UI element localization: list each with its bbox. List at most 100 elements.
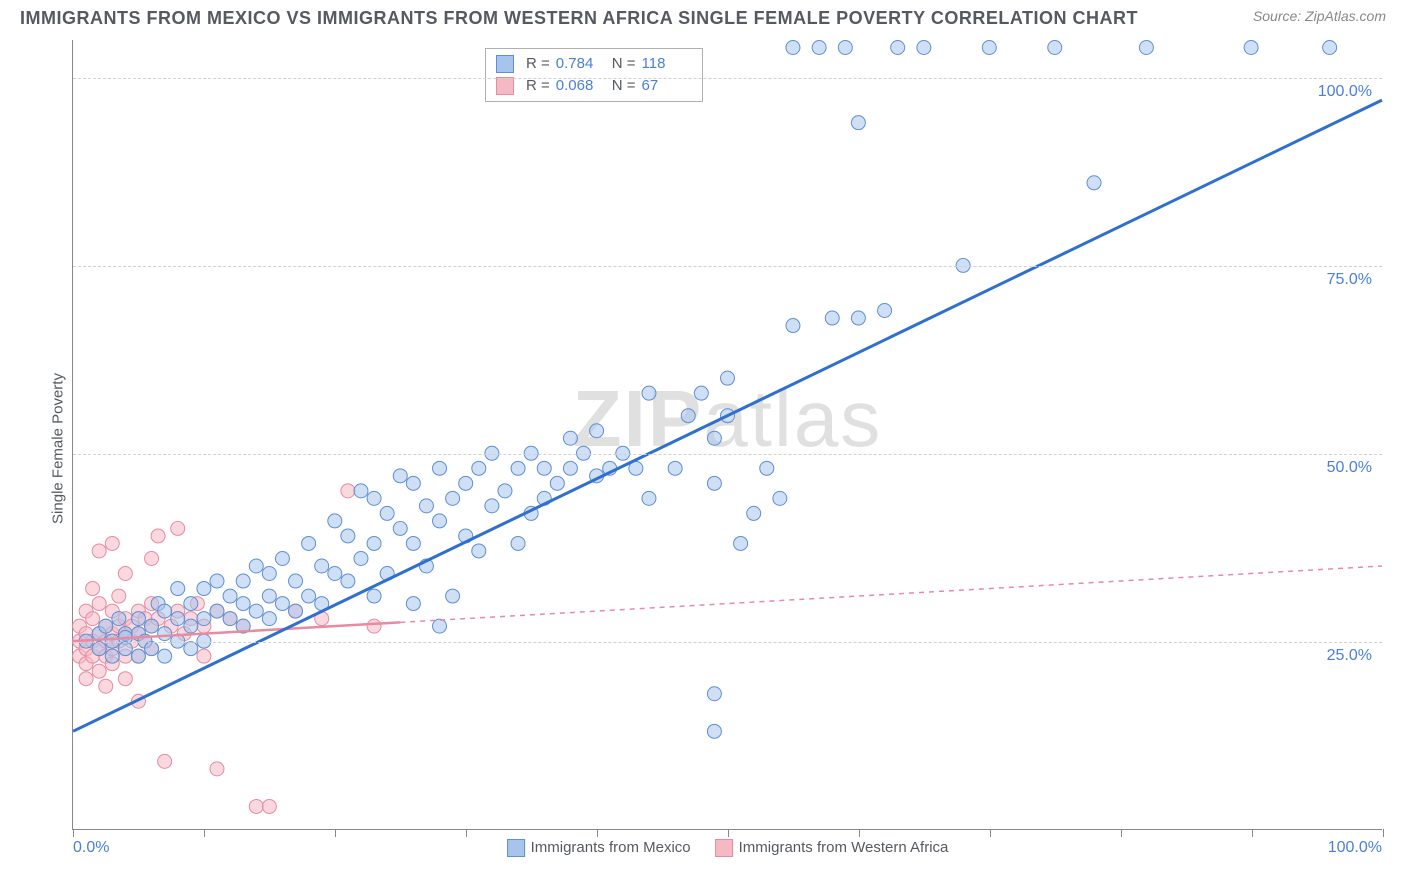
data-point	[982, 41, 996, 55]
data-point	[760, 461, 774, 475]
x-tick	[990, 829, 991, 837]
data-point	[158, 627, 172, 641]
legend-item-wafrica: Immigrants from Western Africa	[715, 839, 949, 857]
data-point	[118, 567, 132, 581]
data-point	[341, 484, 355, 498]
data-point	[328, 514, 342, 528]
data-point	[158, 649, 172, 663]
data-point	[721, 371, 735, 385]
trend-line	[73, 100, 1382, 731]
legend-label-mexico: Immigrants from Mexico	[531, 839, 691, 856]
y-tick-label: 75.0%	[1327, 271, 1372, 289]
scatter-plot-svg	[73, 40, 1382, 829]
data-point	[825, 311, 839, 325]
source-attribution: Source: ZipAtlas.com	[1253, 8, 1386, 24]
gridline	[73, 78, 1382, 79]
data-point	[302, 589, 316, 603]
legend-item-mexico: Immigrants from Mexico	[507, 839, 691, 857]
data-point	[171, 612, 185, 626]
data-point	[341, 529, 355, 543]
data-point	[92, 642, 106, 656]
swatch-wafrica	[496, 77, 514, 95]
data-point	[459, 476, 473, 490]
trend-line	[400, 566, 1382, 622]
data-point	[446, 589, 460, 603]
data-point	[707, 687, 721, 701]
data-point	[262, 799, 276, 813]
data-point	[472, 544, 486, 558]
data-point	[184, 597, 198, 611]
data-point	[171, 521, 185, 535]
y-tick-label: 25.0%	[1327, 647, 1372, 665]
data-point	[838, 41, 852, 55]
data-point	[1048, 41, 1062, 55]
data-point	[210, 762, 224, 776]
data-point	[118, 672, 132, 686]
data-point	[406, 476, 420, 490]
data-point	[668, 461, 682, 475]
legend-row-mexico: R =0.784 N =118	[496, 53, 692, 75]
data-point	[812, 41, 826, 55]
data-point	[681, 409, 695, 423]
data-point	[92, 597, 106, 611]
data-point	[184, 642, 198, 656]
r-value-mexico: 0.784	[556, 53, 606, 75]
gridline	[73, 642, 1382, 643]
data-point	[86, 612, 100, 626]
data-point	[537, 461, 551, 475]
data-point	[105, 536, 119, 550]
gridline	[73, 266, 1382, 267]
chart-container: Single Female Poverty ZIPatlas R =0.784 …	[50, 40, 1390, 840]
data-point	[367, 536, 381, 550]
data-point	[1323, 41, 1337, 55]
data-point	[446, 491, 460, 505]
data-point	[197, 582, 211, 596]
data-point	[1087, 176, 1101, 190]
data-point	[92, 544, 106, 558]
y-tick-label: 50.0%	[1327, 459, 1372, 477]
legend-label-wafrica: Immigrants from Western Africa	[739, 839, 949, 856]
data-point	[236, 597, 250, 611]
x-tick	[1383, 829, 1384, 837]
data-point	[393, 521, 407, 535]
data-point	[786, 41, 800, 55]
data-point	[354, 484, 368, 498]
data-point	[158, 604, 172, 618]
data-point	[433, 514, 447, 528]
data-point	[550, 476, 564, 490]
y-tick-label: 100.0%	[1318, 83, 1372, 101]
data-point	[642, 386, 656, 400]
data-point	[786, 319, 800, 333]
y-axis-label: Single Female Poverty	[50, 373, 67, 524]
swatch-mexico	[496, 55, 514, 73]
data-point	[354, 551, 368, 565]
data-point	[262, 612, 276, 626]
swatch-mexico-bottom	[507, 839, 525, 857]
data-point	[341, 574, 355, 588]
data-point	[145, 551, 159, 565]
x-tick	[859, 829, 860, 837]
n-value-mexico: 118	[642, 53, 692, 75]
data-point	[472, 461, 486, 475]
data-point	[367, 589, 381, 603]
data-point	[223, 612, 237, 626]
data-point	[498, 484, 512, 498]
data-point	[511, 536, 525, 550]
data-point	[367, 619, 381, 633]
data-point	[917, 41, 931, 55]
data-point	[275, 597, 289, 611]
data-point	[112, 612, 126, 626]
data-point	[210, 604, 224, 618]
data-point	[236, 574, 250, 588]
data-point	[145, 619, 159, 633]
data-point	[734, 536, 748, 550]
x-tick	[1121, 829, 1122, 837]
data-point	[367, 491, 381, 505]
swatch-wafrica-bottom	[715, 839, 733, 857]
data-point	[315, 559, 329, 573]
data-point	[393, 469, 407, 483]
data-point	[262, 567, 276, 581]
data-point	[249, 559, 263, 573]
data-point	[302, 536, 316, 550]
data-point	[86, 582, 100, 596]
